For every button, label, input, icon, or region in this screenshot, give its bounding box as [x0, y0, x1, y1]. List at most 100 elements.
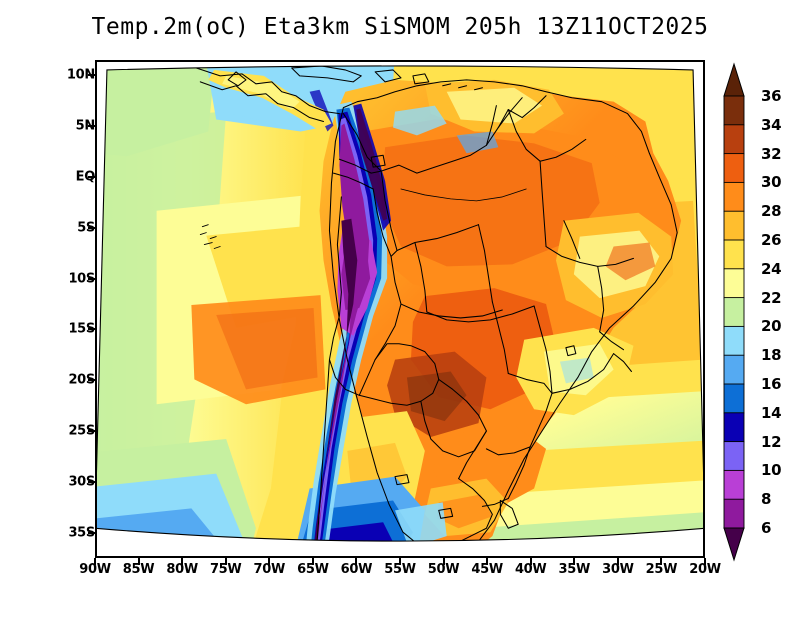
border-parana-n [485, 446, 531, 456]
y-tick-mark [88, 429, 95, 432]
border-bahia-se [599, 331, 625, 351]
x-tick-label: 85W [122, 562, 155, 577]
x-tick-mark [529, 558, 532, 565]
lagoa-mirim [438, 507, 454, 519]
colorbar-band[interactable] [723, 325, 745, 357]
y-tick-mark [88, 125, 95, 128]
y-tick-label: 30S [68, 474, 95, 490]
colorbar-band[interactable] [723, 412, 745, 443]
x-tick-label: 70W [253, 562, 286, 577]
border-venezuela-colombia [342, 109, 509, 174]
coastline-south-america [328, 79, 678, 542]
field-layer [97, 65, 703, 542]
colorbar-tick-label: 26 [761, 231, 782, 249]
x-tick-mark [224, 558, 227, 565]
colorbar-band[interactable] [723, 441, 745, 472]
field-guiana-highland [456, 131, 499, 154]
field-guianas-cool [446, 87, 543, 124]
y-tick-label: 10S [68, 271, 95, 286]
border-sc-w [507, 446, 531, 499]
colorbar-band[interactable] [723, 210, 745, 241]
colorbar-tick-label: 24 [761, 259, 782, 278]
x-tick-label: 65W [297, 562, 329, 577]
y-tick-label: EQ [75, 169, 96, 185]
y-tick-mark [88, 74, 95, 77]
y-tick-mark [88, 277, 95, 280]
border-peru-colombia [372, 188, 398, 257]
border-piaui [563, 220, 581, 259]
x-tick-mark [355, 558, 358, 565]
colorbar-tick-label: 6 [761, 519, 772, 537]
colorbar-band[interactable] [723, 354, 745, 385]
border-ecuador-peru [332, 172, 374, 190]
y-tick-mark [88, 328, 95, 331]
x-tick-label: 80W [166, 562, 198, 577]
coastline-puerto-rico [412, 73, 430, 85]
y-tick-mark [88, 175, 95, 178]
x-tick-label: 25W [645, 562, 678, 577]
colorbar-band[interactable] [723, 383, 745, 414]
lake-sobradinho [565, 345, 577, 357]
colorbar-band[interactable] [723, 153, 745, 184]
border-mato-grosso-n [426, 305, 535, 323]
colorbar-tick-label: 16 [761, 375, 782, 393]
colorbar-tick-label: 32 [761, 144, 782, 163]
border-peru-brazil [358, 255, 402, 396]
field-andes-darkest [313, 218, 358, 542]
x-tick-mark [704, 558, 706, 565]
border-peru-bolivia-chile [328, 196, 360, 396]
y-tick-label: 35S [68, 525, 95, 541]
colorbar-svg [723, 62, 745, 562]
map-plot-area[interactable] [95, 60, 705, 558]
x-tick-label: 55W [384, 562, 416, 577]
x-tick-label: 20W [689, 562, 721, 577]
border-mg-s [551, 353, 615, 394]
map-canvas [97, 65, 703, 542]
colorbar-tick-label: 28 [761, 202, 782, 221]
field-central-america-cool [222, 75, 300, 110]
colorbar-band[interactable] [723, 239, 745, 270]
border-paraguay [420, 400, 487, 458]
y-tick-mark [88, 480, 95, 483]
colorbar-tick-label: 22 [761, 288, 782, 307]
colorbar-tick-label: 10 [761, 461, 782, 480]
colorbar-band[interactable] [723, 498, 745, 529]
border-uruguay [458, 478, 493, 537]
colorbar-band[interactable] [723, 95, 745, 126]
border-es [613, 353, 632, 373]
border-brazil-paraguay [438, 378, 487, 432]
x-tick-mark [181, 558, 184, 565]
x-tick-mark [399, 558, 401, 565]
colorbar-band[interactable] [723, 124, 745, 155]
y-tick-mark [88, 379, 95, 382]
coastline-galapagos [199, 224, 221, 249]
colorbar-band[interactable] [723, 469, 745, 501]
x-tick-mark [311, 558, 314, 565]
colorbar-tick-label: 8 [761, 490, 772, 509]
border-guianas [485, 95, 547, 146]
border-mg-w [533, 305, 553, 394]
coastline-rio-plata [438, 535, 472, 542]
x-tick-mark [486, 558, 489, 565]
colorbar-tick-label: 18 [761, 346, 782, 365]
lagoa-dos-patos [499, 499, 519, 529]
colorbar-bands [723, 62, 745, 562]
x-tick-mark [660, 558, 663, 565]
x-tick-label: 45W [471, 562, 503, 577]
field-atlantic-s4 [563, 536, 703, 542]
lake-maracaibo [370, 154, 386, 168]
border-colombia-ecuador-n [338, 158, 382, 174]
border-para-2 [539, 160, 547, 248]
x-tick-mark [94, 558, 96, 565]
x-tick-mark [616, 558, 619, 565]
colorbar-band[interactable] [723, 268, 745, 299]
border-sp-w [529, 392, 553, 448]
x-tick-label: 40W [514, 562, 547, 577]
colorbar-band[interactable] [723, 181, 745, 213]
y-tick-label: 15S [68, 321, 95, 337]
colorbar-under-arrow [723, 527, 745, 562]
border-chile-argentina [315, 359, 330, 542]
lake-argentina [394, 474, 410, 486]
colorbar[interactable]: 36 34 32 30 28 26 24 22 20 18 16 14 12 10 8 6 [718, 62, 798, 562]
colorbar-band[interactable] [723, 297, 745, 328]
